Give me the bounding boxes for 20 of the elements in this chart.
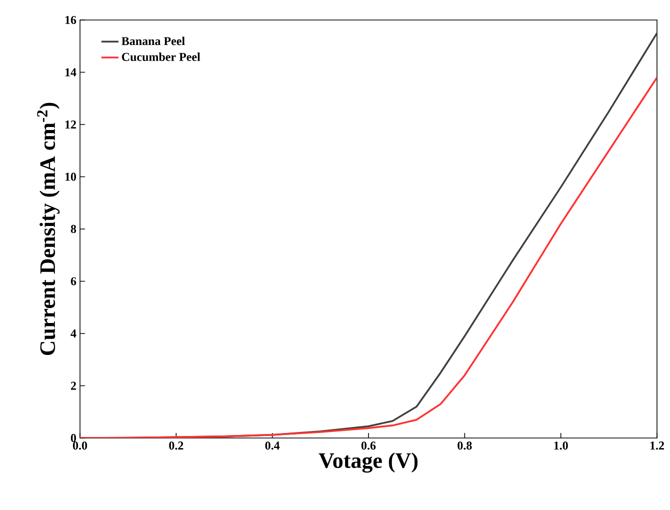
x-tick-label: 1.2 — [650, 442, 664, 450]
x-tick-label: 0.4 — [265, 442, 280, 450]
y-axis-title: Current Density (mA cm$^{-2}$) — [37, 102, 60, 356]
y-tick-label: 10 — [65, 172, 76, 181]
y-tick-label: 0 — [70, 434, 76, 442]
y-tick-label: 16 — [65, 16, 76, 24]
y-tick-label: 2 — [70, 382, 76, 390]
y-tick-label: 4 — [70, 330, 76, 338]
y-tick-label: 6 — [70, 277, 76, 286]
y-tick-label: 8 — [70, 224, 76, 234]
x-tick-label: 0.0 — [72, 442, 88, 450]
legend-label: Banana Peel — [122, 36, 185, 46]
x-tick-label: 0.8 — [458, 442, 472, 450]
x-tick-label: 0.6 — [361, 442, 376, 450]
legend-label: Cucumber Peel — [122, 52, 200, 62]
x-axis-title: Votage (V) — [318, 452, 418, 473]
x-tick-label: 1.0 — [554, 442, 568, 450]
y-tick-label: 14 — [65, 68, 76, 76]
x-tick-label: 0.2 — [169, 442, 184, 450]
y-tick-label: 12 — [65, 120, 76, 128]
